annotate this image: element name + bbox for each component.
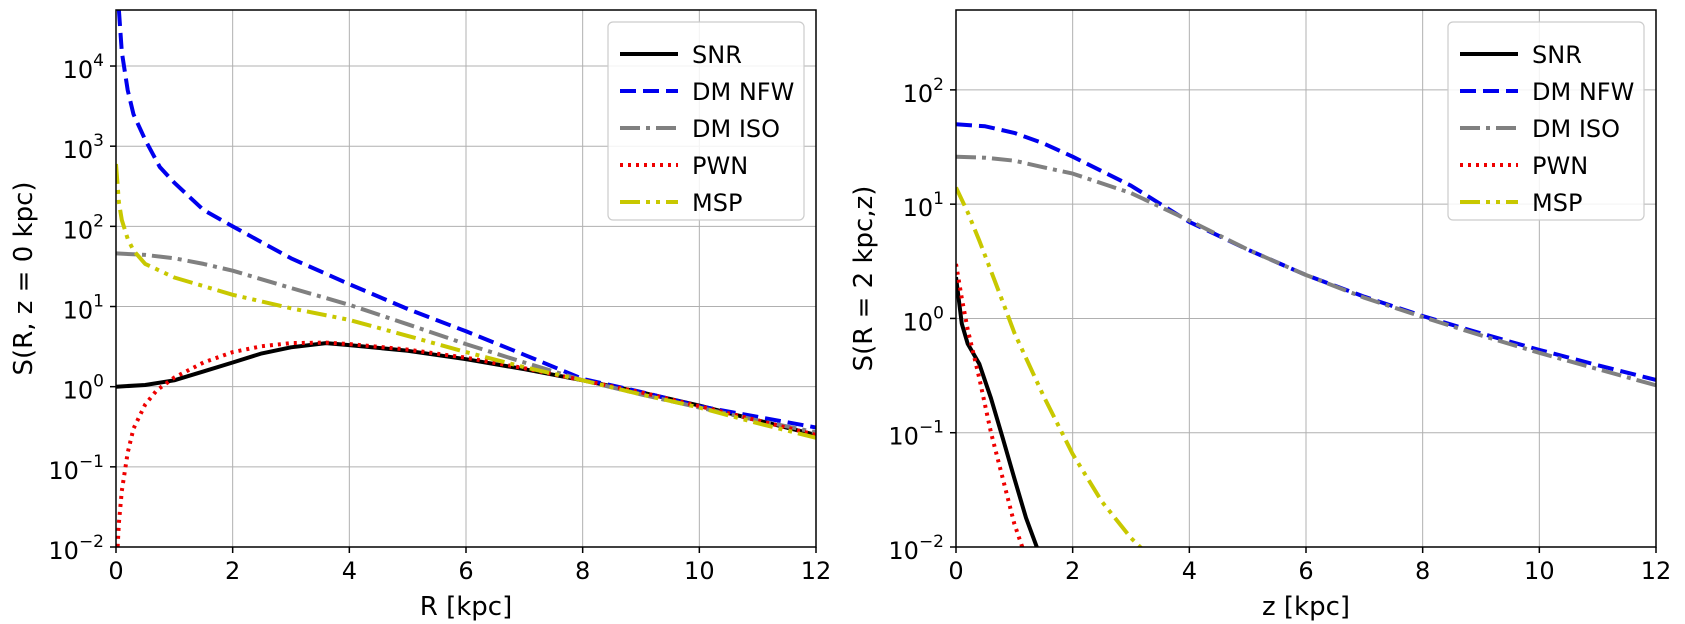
series-line-dm-nfw — [956, 122, 1656, 382]
y-tick-label: 102 — [63, 211, 104, 244]
series-line-pwn — [116, 340, 816, 547]
legend-label: DM NFW — [1532, 78, 1634, 106]
series-line-snr — [956, 276, 1039, 547]
series-line-dm-nfw — [116, 10, 816, 430]
legend-label: MSP — [1532, 189, 1582, 217]
x-tick-label: 8 — [575, 557, 590, 585]
x-axis-label: z [kpc] — [1262, 592, 1350, 622]
legend-label: PWN — [692, 152, 748, 180]
series-line-msp — [956, 186, 1144, 547]
legend-label: SNR — [692, 41, 742, 69]
y-tick-label: 102 — [903, 75, 944, 108]
legend-label: DM ISO — [692, 115, 780, 143]
x-tick-label: 12 — [1641, 557, 1672, 585]
x-tick-label: 10 — [684, 557, 715, 585]
y-tick-label: 101 — [903, 189, 944, 222]
y-tick-label: 10−2 — [48, 532, 104, 565]
x-tick-label: 0 — [108, 557, 123, 585]
y-tick-label: 101 — [63, 292, 104, 325]
y-tick-label: 10−1 — [48, 452, 104, 485]
x-tick-label: 6 — [458, 557, 473, 585]
x-tick-label: 12 — [801, 557, 832, 585]
x-tick-label: 8 — [1415, 557, 1430, 585]
legend: SNR DM NFW DM ISO PWN MSP — [607, 21, 805, 221]
y-tick-label: 103 — [63, 131, 104, 164]
legend-label: SNR — [1532, 41, 1582, 69]
x-tick-label: 4 — [1182, 557, 1197, 585]
y-axis-label: S(R, z = 0 kpc) — [9, 181, 39, 375]
x-tick-label: 2 — [1065, 557, 1080, 585]
x-tick-label: 0 — [948, 557, 963, 585]
x-tick-label: 10 — [1524, 557, 1555, 585]
x-axis-label: R [kpc] — [420, 592, 512, 622]
legend-label: DM NFW — [692, 78, 794, 106]
y-tick-label: 104 — [63, 51, 104, 84]
x-tick-label: 2 — [225, 557, 240, 585]
series-line-pwn — [956, 263, 1025, 547]
legend-label: DM ISO — [1532, 115, 1620, 143]
x-tick-label: 6 — [1298, 557, 1313, 585]
legend-label: MSP — [692, 189, 742, 217]
right-panel: 0 2 4 6 8 10 12 10−2 10−1 100 101 102 z [kpc] S(R = 2… — [849, 9, 1672, 622]
left-panel: 0 2 4 6 8 10 12 10−2 10−1 100 101 102 103 104 R [kpc] S… — [9, 9, 832, 622]
y-axis-label: S(R = 2 kpc,z) — [849, 186, 879, 372]
legend: SNR DM NFW DM ISO PWN MSP — [1447, 21, 1645, 221]
y-tick-label: 100 — [63, 372, 104, 405]
x-tick-label: 4 — [342, 557, 357, 585]
y-tick-label: 10−1 — [888, 418, 944, 451]
y-tick-label: 10−2 — [888, 532, 944, 565]
series-line-msp — [116, 163, 816, 440]
legend-label: PWN — [1532, 152, 1588, 180]
y-tick-label: 100 — [903, 303, 944, 336]
